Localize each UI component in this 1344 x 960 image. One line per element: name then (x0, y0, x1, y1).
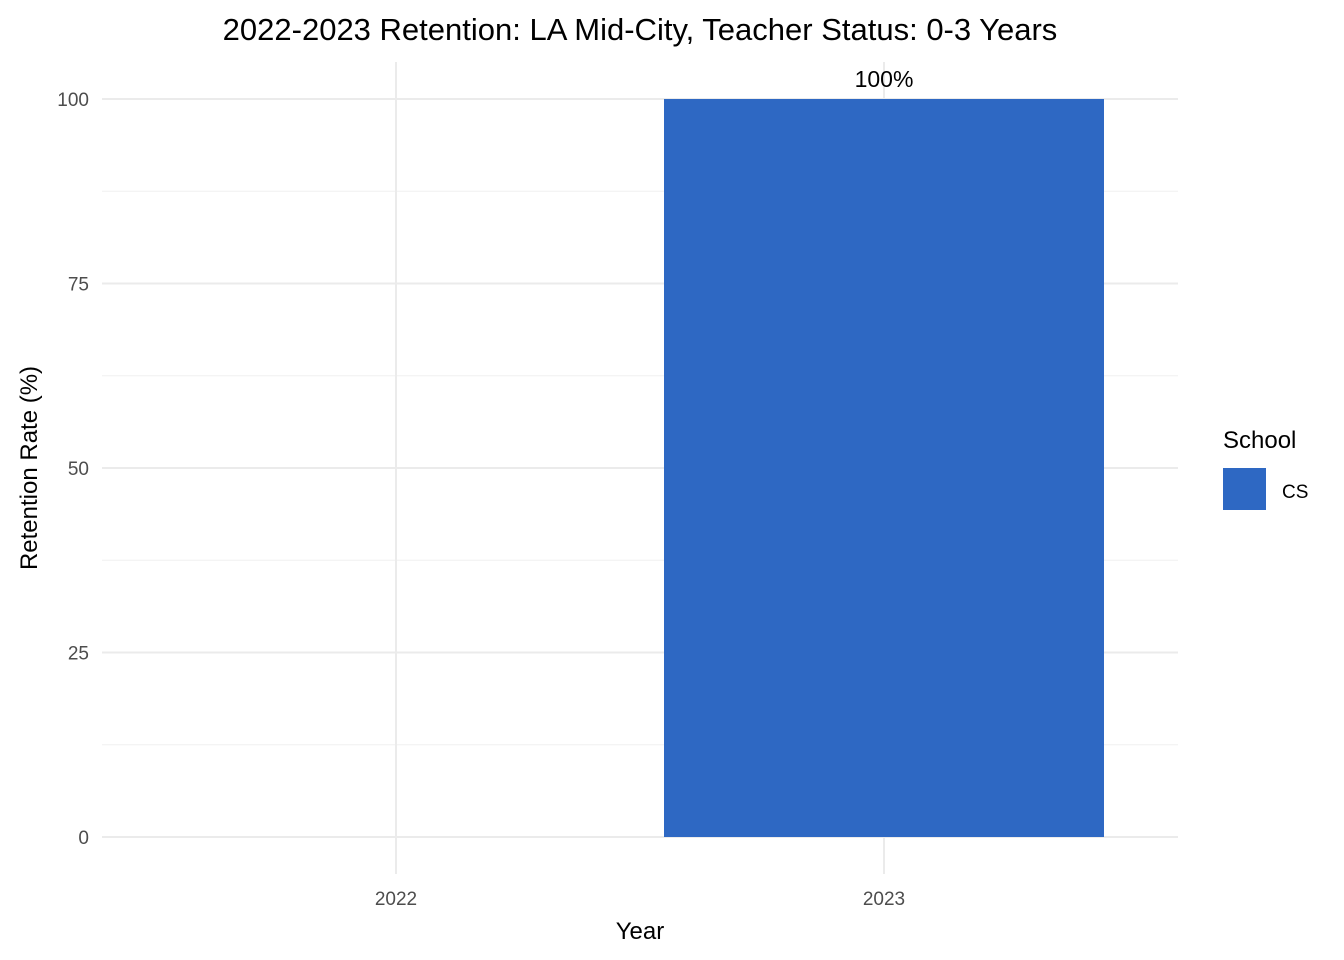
x-axis-title: Year (616, 918, 665, 945)
x-tick-label-2022: 2022 (375, 889, 417, 910)
y-axis-title: Retention Rate (%) (16, 366, 43, 570)
legend-label-cs: CS (1282, 482, 1308, 503)
data-label-2023: 100% (855, 66, 914, 92)
bars (664, 99, 1104, 837)
y-tick-label: 25 (68, 644, 89, 665)
chart-title: 2022-2023 Retention: LA Mid-City, Teache… (223, 12, 1058, 47)
bar-data-labels: 100% (855, 66, 914, 92)
x-axis-tick-labels: 2022 2023 (375, 889, 905, 910)
y-tick-label: 0 (78, 828, 89, 849)
y-tick-label: 100 (57, 90, 89, 111)
y-tick-label: 50 (68, 459, 89, 480)
x-tick-label-2023: 2023 (863, 889, 905, 910)
legend: School CS (1223, 427, 1308, 510)
legend-swatch-cs (1223, 468, 1266, 510)
y-tick-label: 75 (68, 275, 89, 296)
legend-title: School (1223, 427, 1296, 454)
bar-2023 (664, 99, 1104, 837)
y-axis-tick-labels: 0 25 50 75 100 (57, 90, 89, 849)
